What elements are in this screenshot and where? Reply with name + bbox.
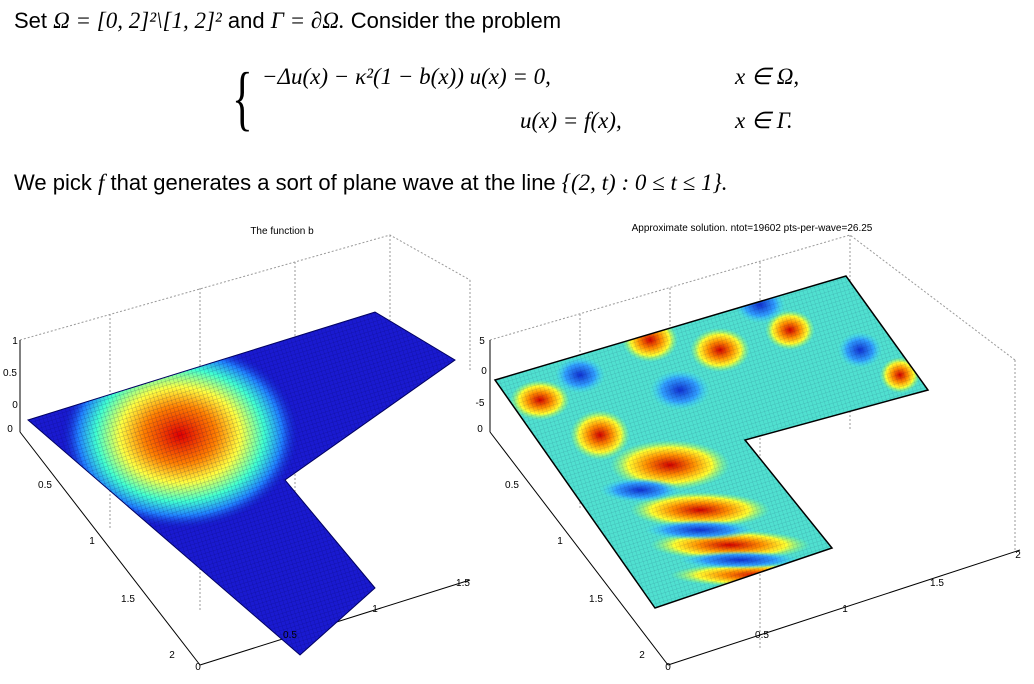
x-tick-label: 1.5 bbox=[456, 578, 470, 589]
y-tick-label: 0.5 bbox=[38, 480, 52, 491]
z-tick-label: 0 bbox=[12, 400, 18, 411]
math: f bbox=[97, 170, 105, 195]
pick-line: We pick f that generates a sort of plane… bbox=[14, 170, 727, 196]
intro-line: Set Ω = [0, 2]²\[1, 2]² and Γ = ∂Ω. Cons… bbox=[14, 8, 561, 34]
surface-shading bbox=[28, 312, 455, 655]
y-tick-label: 2 bbox=[169, 650, 175, 661]
x-tick-label: 0.5 bbox=[755, 630, 769, 641]
y-tick-label: 0 bbox=[477, 424, 483, 435]
text: and bbox=[227, 8, 265, 33]
plots: The function b Approximate solution. nto… bbox=[3, 223, 1021, 673]
math: Ω = [0, 2]²\[1, 2]² bbox=[53, 8, 222, 33]
plot-title: The function b bbox=[250, 226, 314, 237]
x-tick-label: 0 bbox=[195, 662, 201, 673]
x-tick-label: 0 bbox=[665, 662, 671, 673]
math: {(2, t) : 0 ≤ t ≤ 1}. bbox=[561, 170, 728, 195]
x-tick-label: 1 bbox=[842, 604, 848, 615]
text: We pick bbox=[14, 170, 92, 195]
brace: { bbox=[232, 58, 253, 138]
text: that generates a sort of plane wave at t… bbox=[110, 170, 556, 195]
equation-lhs: −Δu(x) − κ²(1 − b(x)) u(x) = 0, bbox=[262, 64, 551, 89]
text: Set bbox=[14, 8, 48, 33]
plot-title: Approximate solution. ntot=19602 pts-per… bbox=[632, 223, 873, 234]
surface-shading bbox=[495, 276, 928, 608]
z-tick-label: 0.5 bbox=[3, 368, 17, 379]
z-tick-label: -5 bbox=[476, 398, 485, 409]
surface-edge bbox=[493, 275, 930, 609]
z-tick-label: 1 bbox=[12, 336, 18, 347]
equation-lhs: u(x) = f(x), bbox=[520, 108, 622, 133]
equation-condition: x ∈ Ω, bbox=[735, 64, 800, 89]
text: Consider the problem bbox=[350, 8, 562, 33]
x-tick-label: 2 bbox=[1015, 550, 1021, 561]
math: Γ = ∂Ω. bbox=[270, 8, 345, 33]
x-tick-label: 0.5 bbox=[283, 630, 297, 641]
y-tick-label: 1 bbox=[89, 536, 95, 547]
equation-condition: x ∈ Γ. bbox=[735, 108, 793, 133]
axes-lines bbox=[489, 340, 1021, 666]
y-tick-label: 1 bbox=[557, 536, 563, 547]
surface-edge bbox=[26, 311, 456, 656]
x-tick-label: 1 bbox=[372, 604, 378, 615]
y-tick-label: 1.5 bbox=[589, 594, 603, 605]
y-tick-label: 1.5 bbox=[121, 594, 135, 605]
y-tick-label: 2 bbox=[639, 650, 645, 661]
z-tick-label: 0 bbox=[481, 366, 487, 377]
x-tick-label: 1.5 bbox=[930, 578, 944, 589]
y-tick-label: 0.5 bbox=[505, 480, 519, 491]
z-tick-label: 5 bbox=[479, 336, 485, 347]
y-tick-label: 0 bbox=[7, 424, 13, 435]
